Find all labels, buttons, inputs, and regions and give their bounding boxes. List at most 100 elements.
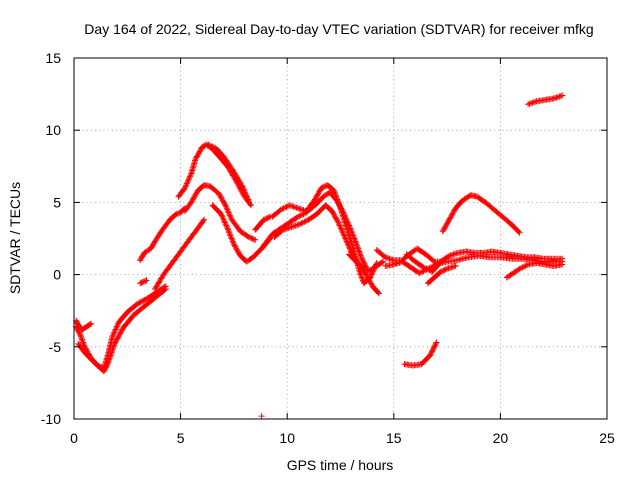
data-point [269,226,283,238]
data-point [258,413,265,420]
series-arc-18 [403,248,566,275]
data-point [375,290,382,297]
data-point [201,216,208,223]
data-point [516,262,530,272]
data-point [79,324,89,333]
series-arc-6 [152,216,208,292]
data-point [454,254,470,264]
data-point [137,251,147,264]
data-point [130,304,147,318]
y-tick-label: 15 [45,50,61,66]
data-point [473,193,488,205]
data-series [73,92,566,420]
data-point [260,232,275,249]
data-point [431,269,443,281]
series-arc-4 [137,277,150,287]
y-tick-label: -10 [41,411,61,427]
data-point [213,146,228,161]
data-point [346,251,360,265]
data-point [354,260,369,277]
data-point [424,275,437,287]
series-arc-19 [424,262,459,287]
series-arc-15 [346,251,382,297]
data-point [141,295,157,310]
data-point [77,332,88,349]
series-arc-5 [137,205,188,264]
x-tick-label: 20 [493,430,509,446]
y-tick-label: 5 [53,194,61,210]
data-point [209,202,223,216]
data-point [181,200,194,215]
data-point [252,236,259,243]
data-point [427,340,439,359]
data-point [188,189,200,206]
data-point [192,145,205,163]
data-point [120,313,136,331]
data-point [260,214,272,223]
x-axis-label: GPS time / hours [287,457,394,473]
series-arc-7 [175,141,254,209]
data-point [73,317,81,328]
series-arc-10 [205,141,252,204]
data-point [230,241,243,258]
data-point [181,172,194,191]
data-point [559,261,566,268]
data-point [269,207,283,220]
data-point [437,266,449,275]
data-point [194,183,206,194]
data-point [343,225,356,251]
data-point [222,156,236,174]
data-point [559,255,566,262]
data-point [452,262,459,269]
data-point [158,218,172,235]
data-point [115,310,130,326]
data-point [160,261,175,278]
data-point [73,323,83,337]
series-arc-13 [269,182,380,287]
data-point [373,260,380,266]
data-point [503,271,515,281]
data-point [311,194,326,209]
data-point [303,197,317,215]
data-point [491,206,505,219]
data-point [305,211,319,223]
data-point [75,340,87,355]
series-arc-22 [401,339,440,369]
x-tick-label: 0 [70,430,78,446]
data-point [90,358,102,370]
data-point [224,225,237,246]
data-point [188,157,199,177]
data-point [143,277,150,284]
data-point [152,287,168,301]
data-point [88,320,95,327]
data-point [186,226,200,243]
data-point [166,211,179,223]
data-point [105,342,117,366]
x-tick-label: 10 [279,430,295,446]
data-point [324,182,336,193]
data-point [516,229,523,236]
data-point [224,163,239,183]
data-point [222,202,235,222]
data-point [173,210,183,217]
axis-ticks [73,57,608,420]
data-point [277,220,292,232]
data-point [412,258,426,270]
data-point [482,199,496,212]
chart-title: Day 164 of 2022, Sidereal Day-to-day VTE… [84,21,593,37]
data-point [433,339,440,346]
data-point [373,247,388,260]
series-arc-8 [181,182,259,243]
data-point [414,245,428,257]
data-point [437,253,451,265]
data-point [418,353,432,368]
data-point [141,246,153,256]
data-point [286,214,300,226]
series-arc-24 [258,413,265,420]
data-point [100,360,111,375]
data-point [239,183,252,203]
data-point [248,202,254,209]
data-point [177,238,192,255]
data-point [329,208,341,225]
